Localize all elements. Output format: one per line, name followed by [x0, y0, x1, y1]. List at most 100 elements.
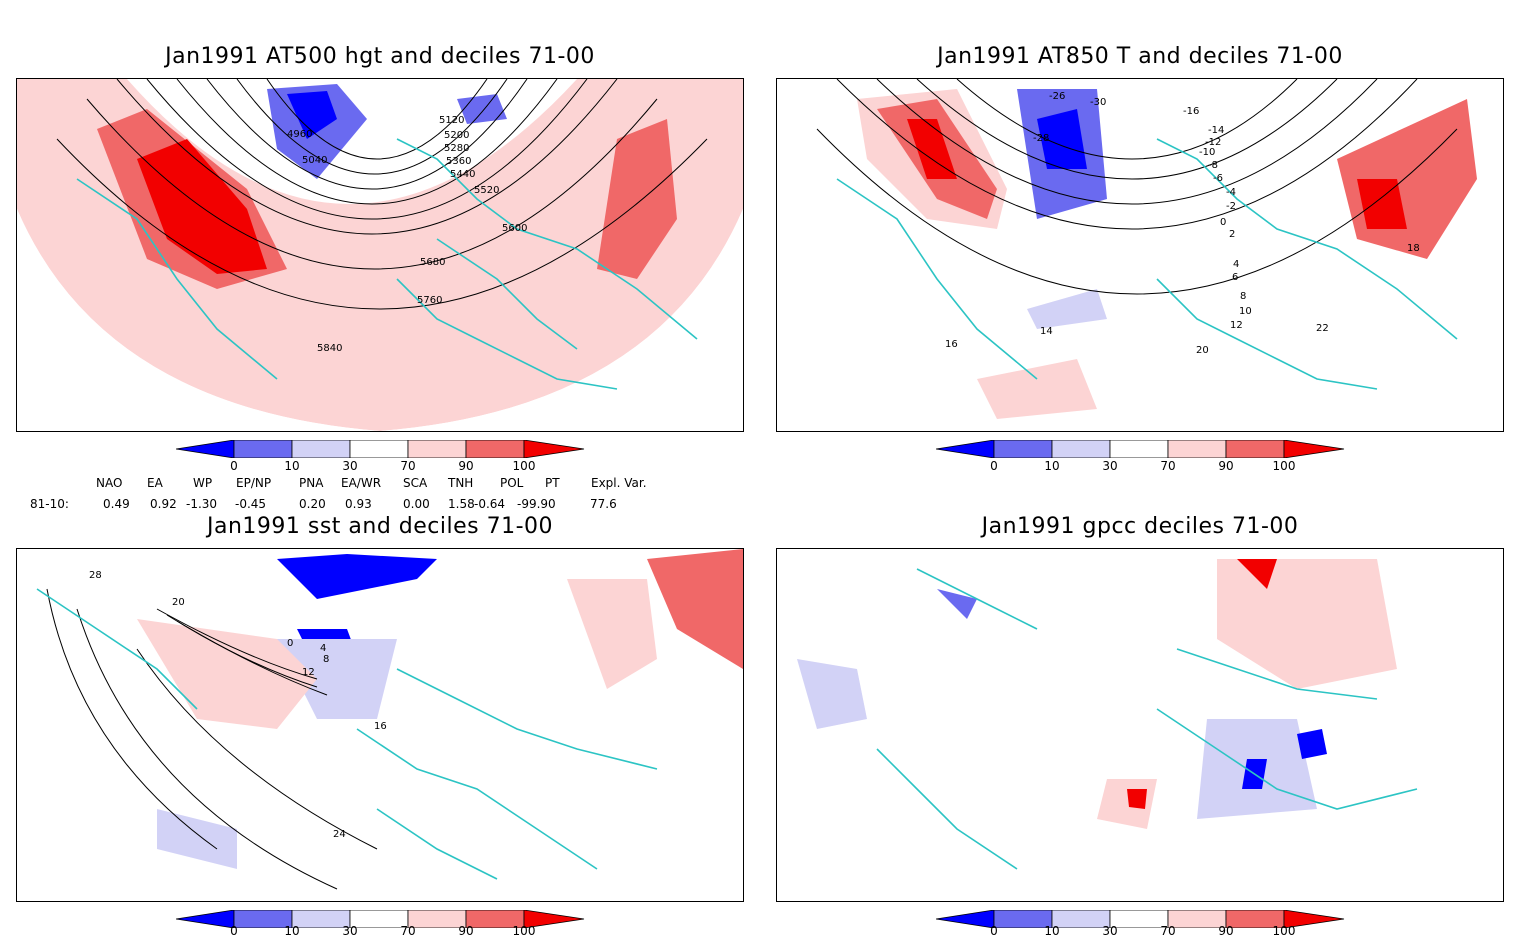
index-header: PT	[545, 476, 560, 490]
coastlines	[36, 588, 658, 880]
panel4-title: Jan1991 gpcc deciles 71-00	[981, 514, 1299, 539]
shade-light-blue	[1027, 289, 1107, 329]
swatch-1	[993, 909, 1053, 929]
swatch-2	[291, 909, 351, 929]
contour-label: 5120	[439, 115, 464, 126]
colorbar-panel2: 0 10 30 70 90 100	[935, 439, 1346, 480]
swatch-4	[1167, 439, 1227, 459]
colorbar-tick: 90	[1218, 924, 1234, 938]
swatch-3	[349, 909, 409, 929]
map-panel-gpcc	[776, 548, 1504, 902]
sst-contours	[46, 588, 378, 890]
temperature-contours	[816, 79, 1458, 295]
contour-label: 5520	[474, 185, 499, 196]
panel2-title: Jan1991 AT850 T and deciles 71-00	[937, 44, 1343, 69]
contour-label: 5600	[502, 223, 527, 234]
contour-label: 5440	[450, 169, 475, 180]
index-value: -0.45	[235, 497, 267, 511]
colorbar-tick: 70	[1160, 924, 1176, 938]
colorbar-tick: 10	[284, 459, 300, 473]
shade-mid-blue-2	[457, 94, 507, 124]
colorbar-tick: 30	[342, 924, 358, 938]
shade-deep-blue-2	[1297, 729, 1327, 759]
colorbar-swatches	[175, 439, 585, 459]
shade-light-blue	[277, 639, 397, 719]
contour-label: 0	[287, 638, 293, 649]
index-header: TNH	[448, 476, 474, 490]
contour-label: 8	[323, 654, 329, 665]
contour-label: 20	[172, 597, 185, 608]
contour-label: -6	[1213, 173, 1223, 184]
index-header: EP/NP	[236, 476, 272, 490]
swatch-0	[175, 439, 235, 459]
index-value: 1.58	[448, 497, 475, 511]
index-header: WP	[193, 476, 213, 490]
swatch-4	[407, 909, 467, 929]
index-value: -0.64	[474, 497, 506, 511]
contour-label: -16	[1183, 106, 1199, 117]
map-at850: -26 -30 -16 -28 -14 -12 -10 -8 -6 -4 -2 …	[777, 79, 1503, 431]
coastlines	[76, 138, 698, 390]
contour-label: 4960	[287, 129, 312, 140]
contour-label: 18	[1407, 243, 1420, 254]
contour-label: 12	[1230, 320, 1243, 331]
coastlines	[876, 568, 1418, 870]
colorbar-panel4: 0 10 30 70 90 100	[935, 909, 1346, 940]
colorbar-tick: 30	[1102, 924, 1118, 938]
contour-label: 0	[1220, 217, 1226, 228]
swatch-1	[233, 909, 293, 929]
swatch-5	[1225, 439, 1285, 459]
shade-deep-blue	[1037, 109, 1087, 169]
swatch-2	[1051, 439, 1111, 459]
contour-label: 20	[1196, 345, 1209, 356]
contour-labels: 28 20 0 4 8 12 16 24	[89, 570, 387, 840]
contour-label: 16	[945, 339, 958, 350]
shade-light-red-east	[567, 579, 657, 689]
contour-label: 10	[1239, 306, 1252, 317]
swatch-1	[993, 439, 1053, 459]
colorbar-panel1: 0 10 30 70 90 100	[175, 439, 586, 480]
colorbar-tick: 100	[1272, 924, 1296, 938]
colorbar-tick: 30	[1102, 459, 1118, 473]
swatch-6	[523, 909, 585, 929]
colorbar-tick: 100	[1272, 459, 1296, 473]
shade-deep-red	[1237, 559, 1277, 589]
contour-label: 28	[89, 570, 102, 581]
colorbar-tick: 10	[1044, 459, 1060, 473]
shade-mid-blue	[937, 589, 977, 619]
contour-label: -14	[1208, 125, 1224, 136]
colorbar-tick: 70	[1160, 459, 1176, 473]
contour-label: 4	[320, 643, 326, 654]
map-panel-at500: 4960 5040 5120 5200 5280 5360 5440 5520 …	[16, 78, 744, 432]
shade-light-red	[1217, 559, 1397, 689]
index-header: Expl. Var.	[591, 476, 647, 490]
height-contours	[56, 79, 708, 310]
shade-light-blue	[797, 659, 867, 729]
contour-label: 5760	[417, 295, 442, 306]
index-header: PNA	[299, 476, 324, 490]
colorbar-swatches	[935, 439, 1345, 459]
panel1-title: Jan1991 AT500 hgt and deciles 71-00	[165, 44, 595, 69]
contour-label: -26	[1049, 91, 1065, 102]
shade-deep-red	[907, 119, 957, 179]
colorbar-tick: 90	[1218, 459, 1234, 473]
contour-label: 24	[333, 829, 346, 840]
colorbar-swatches	[935, 909, 1345, 929]
colorbar-tick: 10	[1044, 924, 1060, 938]
colorbar-tick: 30	[342, 459, 358, 473]
index-header: NAO	[96, 476, 123, 490]
colorbar-tick: 90	[458, 924, 474, 938]
shade-deep-red	[137, 139, 267, 274]
index-value: 77.6	[590, 497, 617, 511]
index-header: POL	[500, 476, 524, 490]
map-panel-at850: -26 -30 -16 -28 -14 -12 -10 -8 -6 -4 -2 …	[776, 78, 1504, 432]
colorbar-tick: 100	[512, 459, 536, 473]
shade-light-red-south	[977, 359, 1097, 419]
shade-mid-red-east	[597, 119, 677, 279]
contour-label: 5680	[420, 257, 445, 268]
swatch-0	[935, 439, 995, 459]
swatch-6	[523, 439, 585, 459]
contour-label: -12	[1205, 137, 1221, 148]
contour-labels: 4960 5040 5120 5200 5280 5360 5440 5520 …	[287, 115, 527, 354]
index-value: 0.92	[150, 497, 177, 511]
